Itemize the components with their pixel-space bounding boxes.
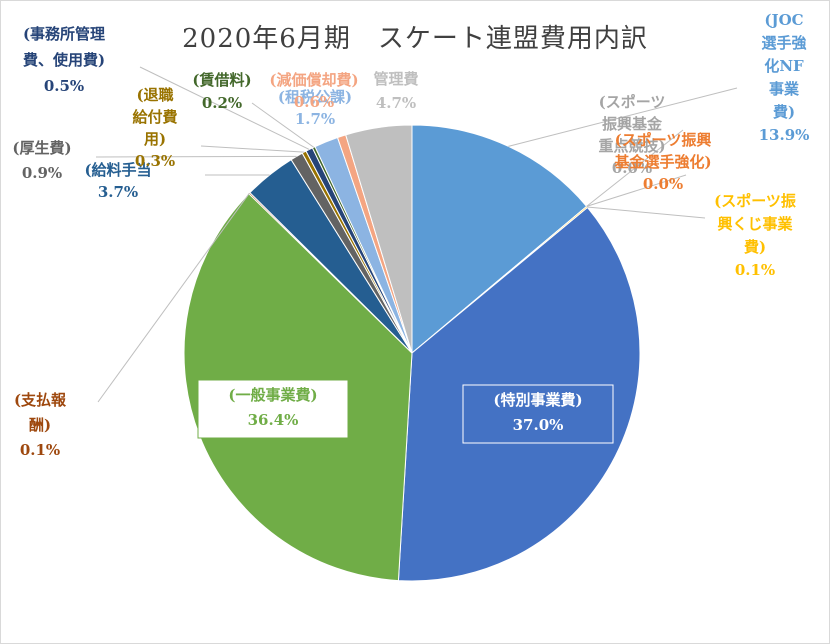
data-label-2: (スポーツ振興基金選手強化) 0.0%: [613, 131, 711, 193]
leader-line-1: [586, 129, 684, 207]
label-box-4: [462, 384, 614, 444]
data-label-1: (スポーツ振興基金重点競技) 0.0%: [598, 93, 665, 177]
data-label-11: (賃借料) 0.2%: [192, 71, 251, 112]
leader-line-2: [586, 174, 687, 207]
slice-4: [397, 206, 641, 582]
data-label-14: 管理費 4.7%: [373, 70, 418, 112]
data-label-0: (JOC 選手強化NF 事業費) 13.9%: [759, 11, 810, 144]
pie-slices: [183, 124, 641, 582]
data-label-10: (事務所管理費、使用費) 0.5%: [23, 25, 105, 95]
data-label-9: (退職給付費用) 0.3%: [132, 86, 177, 170]
data-label-8: (厚生費) 0.9%: [12, 139, 71, 182]
leader-line-6: [97, 192, 250, 403]
data-label-5: (一般事業費) 36.4%: [228, 386, 317, 429]
data-label-13: (減価償却費) 0.6%: [269, 71, 358, 111]
slice-labels: (JOC 選手強化NF 事業費) 13.9%(スポーツ振興基金重点競技) 0.0%(スポ…: [12, 11, 809, 459]
leader-line-8: [95, 155, 297, 158]
data-label-12: (租税公課) 1.7%: [278, 88, 352, 128]
leader-line-10: [139, 66, 310, 150]
leader-line-0: [508, 87, 738, 147]
data-label-4: (特別事業費) 37.0%: [493, 391, 582, 434]
data-label-3: (スポーツ振興くじ事業費) 0.1%: [714, 192, 796, 279]
data-label-6: (支払報酬) 0.1%: [14, 391, 67, 459]
leader-lines: [95, 66, 738, 403]
label-box-5: [197, 379, 349, 439]
slice-14: [345, 124, 413, 354]
chart-title: 2020年6月期 スケート連盟費用内訳: [182, 24, 648, 54]
leader-line-3: [587, 206, 706, 219]
data-label-7: (給料手当 3.7%: [84, 161, 151, 201]
leader-line-11: [251, 102, 315, 148]
leader-line-9: [200, 145, 305, 153]
